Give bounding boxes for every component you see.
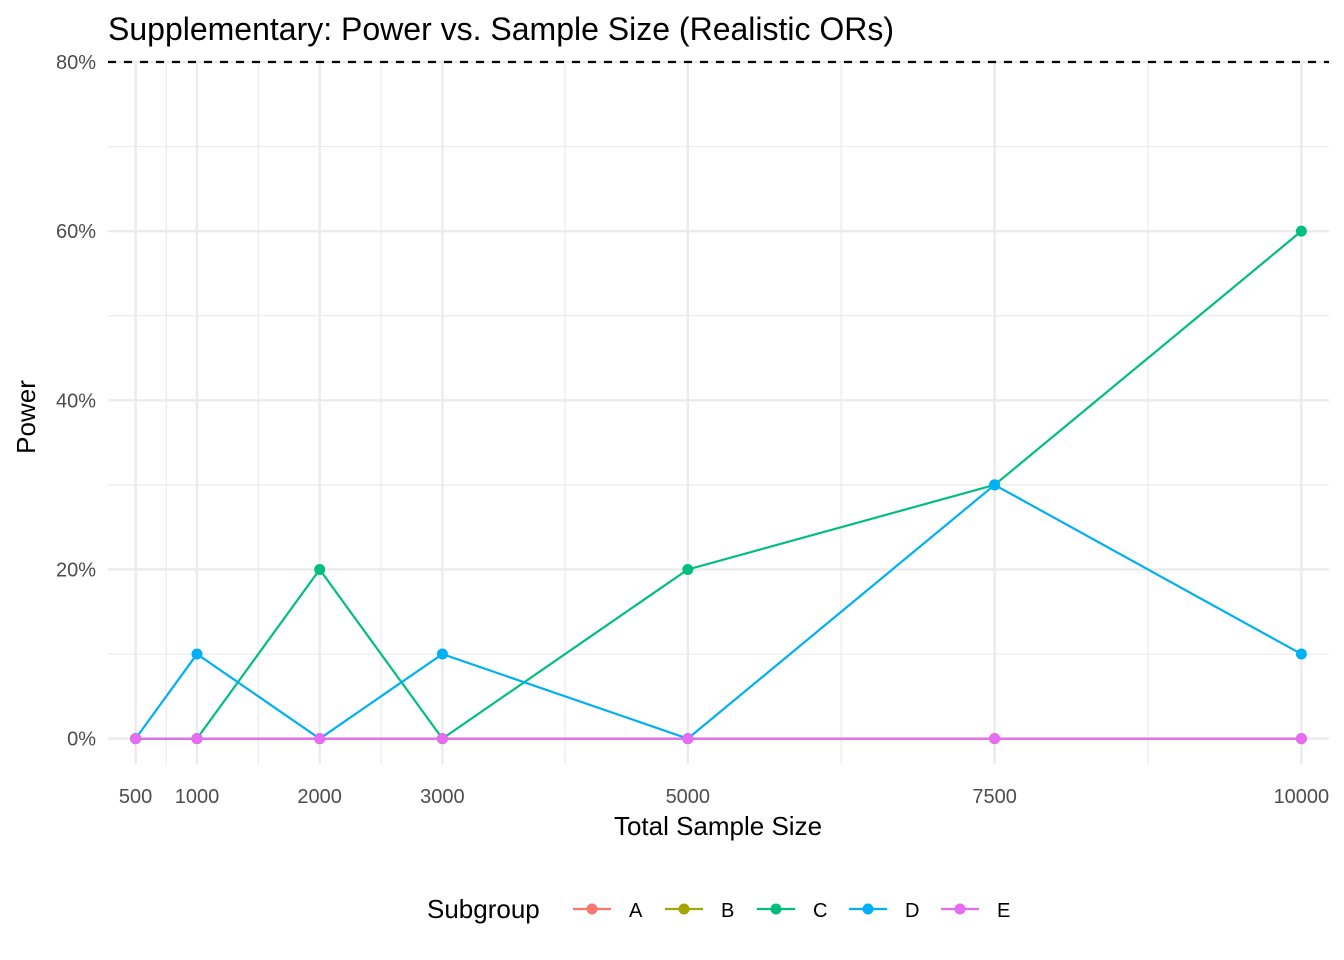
data-point-C [314, 563, 326, 575]
legend-key-point [770, 903, 782, 915]
x-axis-title: Total Sample Size [614, 811, 822, 841]
chart-title: Supplementary: Power vs. Sample Size (Re… [108, 11, 894, 47]
x-axis-ticks: 500 1000 2000 3000 5000 7500 10000 [119, 786, 1329, 808]
data-point-D [436, 648, 448, 660]
y-axis-ticks: 0% 20% 40% 60% 80% [56, 52, 96, 751]
legend-key-point [862, 903, 874, 915]
legend-label: D [905, 900, 919, 922]
series-line-D [134, 483, 1302, 740]
legend-key-point [678, 903, 690, 915]
data-point-D [191, 648, 203, 660]
legend-key-point [586, 903, 598, 915]
data-point-E [130, 733, 142, 745]
legend-label: B [721, 900, 734, 922]
x-tick-label: 7500 [972, 786, 1017, 808]
data-point-E [436, 733, 448, 745]
legend-item-A: A [573, 900, 643, 922]
legend-key-point [954, 903, 966, 915]
y-tick-label: 0% [67, 729, 96, 751]
series-group [130, 225, 1307, 745]
legend-item-B: B [665, 900, 734, 922]
legend-label: A [629, 900, 643, 922]
y-axis-title: Power [11, 380, 41, 454]
x-tick-label: 1000 [175, 786, 220, 808]
x-tick-label: 3000 [420, 786, 465, 808]
legend-item-D: D [849, 900, 919, 922]
legend: Subgroup A B C D E [427, 894, 1010, 924]
series-D [130, 479, 1307, 745]
major-gridlines [108, 60, 1329, 764]
data-point-E [682, 733, 694, 745]
data-point-C [682, 563, 694, 575]
legend-label: E [997, 900, 1010, 922]
minor-gridlines [108, 62, 1329, 764]
data-point-E [1295, 733, 1307, 745]
data-point-E [191, 733, 203, 745]
legend-title: Subgroup [427, 894, 540, 924]
legend-label: C [813, 900, 827, 922]
data-point-D [1295, 648, 1307, 660]
x-tick-label: 10000 [1274, 786, 1330, 808]
y-tick-label: 80% [56, 52, 96, 74]
data-point-D [989, 479, 1001, 491]
data-point-C [1295, 225, 1307, 237]
legend-item-C: C [757, 900, 827, 922]
series-E [130, 733, 1307, 745]
y-tick-label: 40% [56, 390, 96, 412]
y-tick-label: 20% [56, 559, 96, 581]
y-tick-label: 60% [56, 221, 96, 243]
x-tick-label: 5000 [666, 786, 711, 808]
data-point-E [314, 733, 326, 745]
x-tick-label: 500 [119, 786, 152, 808]
legend-item-E: E [941, 900, 1010, 922]
data-point-E [989, 733, 1001, 745]
x-tick-label: 2000 [297, 786, 342, 808]
